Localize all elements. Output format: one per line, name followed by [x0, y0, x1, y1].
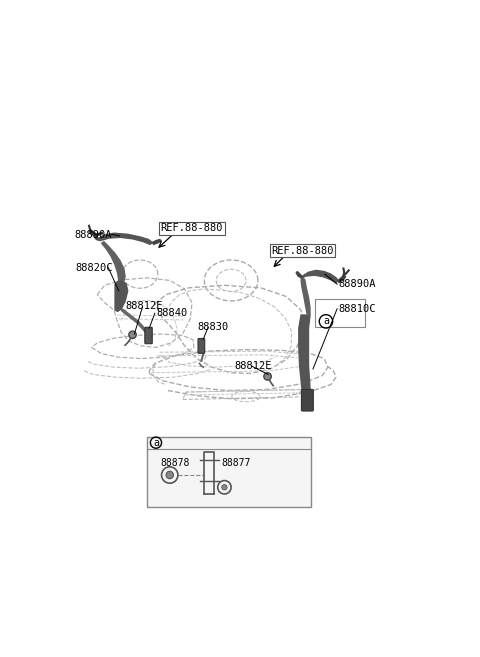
Text: a: a	[153, 438, 159, 447]
Text: 88877: 88877	[222, 458, 251, 468]
Circle shape	[129, 331, 136, 338]
FancyBboxPatch shape	[147, 437, 311, 507]
FancyBboxPatch shape	[145, 327, 152, 344]
Circle shape	[166, 471, 173, 479]
Polygon shape	[338, 276, 346, 283]
Polygon shape	[115, 281, 128, 311]
Text: 88830: 88830	[197, 323, 228, 332]
Text: 88810C: 88810C	[338, 304, 376, 314]
Text: 88812E: 88812E	[125, 302, 163, 311]
Circle shape	[264, 373, 271, 380]
Polygon shape	[301, 271, 338, 283]
Polygon shape	[296, 271, 302, 278]
Text: REF.88-880: REF.88-880	[271, 246, 334, 256]
Polygon shape	[301, 278, 310, 315]
FancyBboxPatch shape	[198, 338, 204, 353]
Text: a: a	[323, 317, 329, 327]
Text: 88878: 88878	[160, 458, 190, 468]
Polygon shape	[299, 315, 311, 408]
Polygon shape	[96, 233, 152, 244]
Text: 88820C: 88820C	[75, 263, 112, 273]
FancyBboxPatch shape	[315, 299, 365, 327]
Polygon shape	[152, 240, 161, 244]
FancyBboxPatch shape	[301, 390, 313, 411]
Text: 88840: 88840	[156, 308, 187, 318]
Text: 88812E: 88812E	[234, 361, 272, 371]
Circle shape	[222, 485, 227, 490]
Text: 88890A: 88890A	[338, 279, 376, 289]
Polygon shape	[102, 242, 125, 281]
Polygon shape	[304, 392, 311, 408]
Polygon shape	[89, 231, 98, 240]
Text: 88890A: 88890A	[74, 230, 112, 240]
Text: REF.88-880: REF.88-880	[160, 223, 223, 233]
